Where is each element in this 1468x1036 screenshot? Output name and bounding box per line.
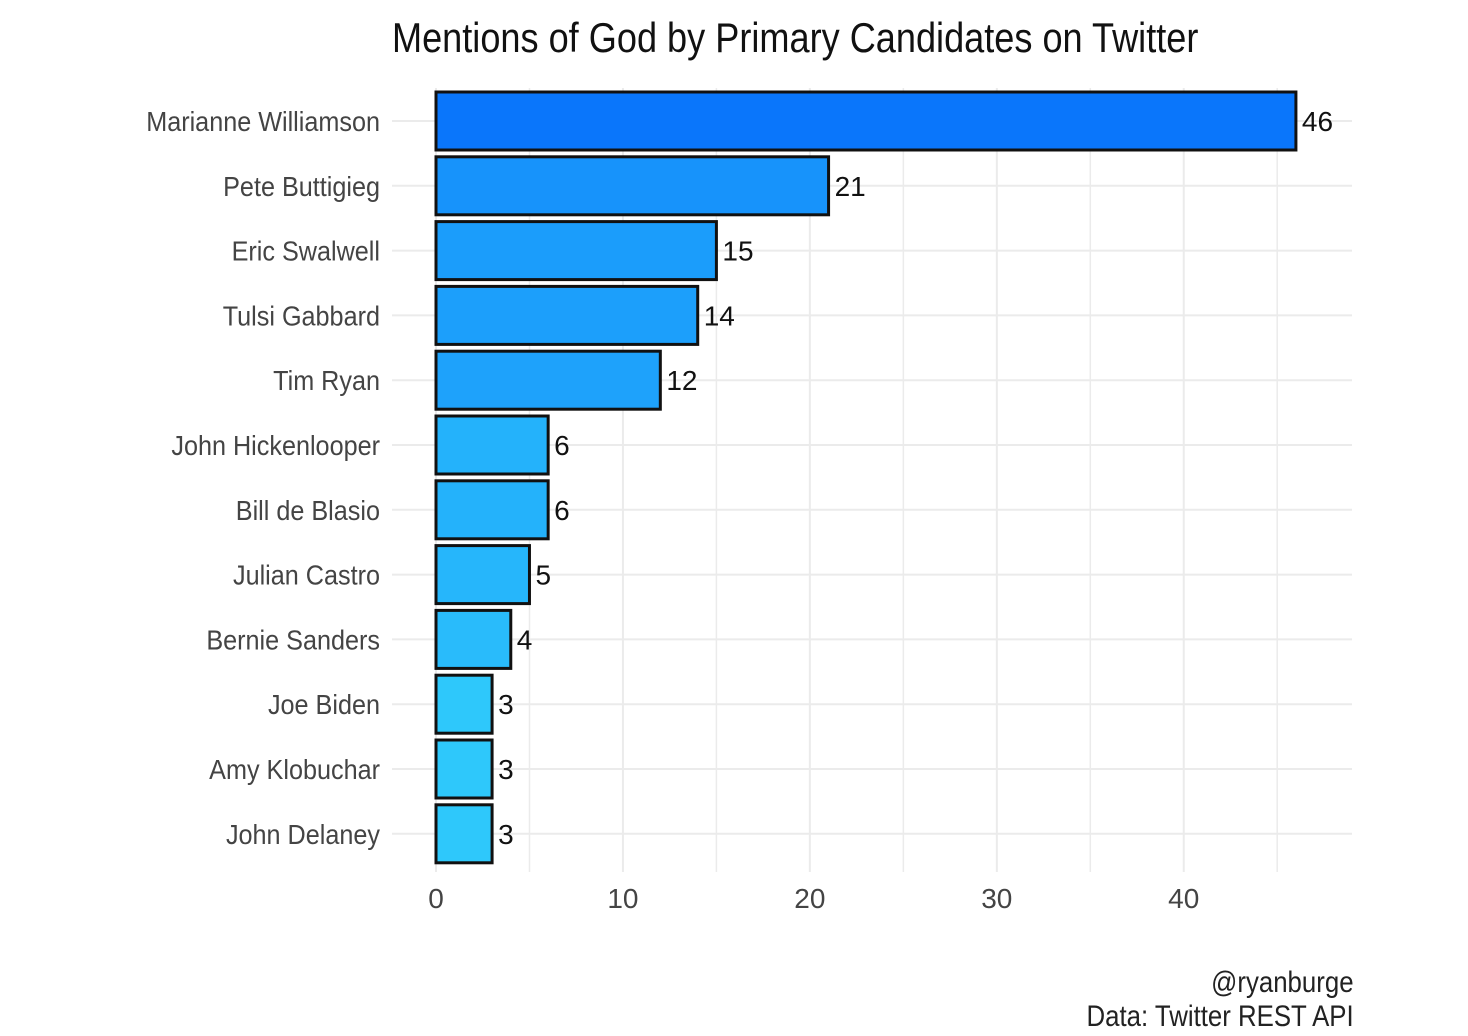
category-label: Eric Swalwell [232,235,380,267]
bar [434,738,494,800]
category-label: John Hickenlooper [171,430,380,462]
category-labels: Marianne Williamson Pete Buttigieg Eric Sw… [146,106,380,850]
x-tick-label: 40 [1168,883,1199,914]
data-label: 4 [517,624,533,655]
x-tick-label: 10 [607,883,638,914]
category-label: Bill de Blasio [236,495,380,527]
bar [434,803,494,865]
category-label: Amy Klobuchar [209,754,380,786]
data-label: 3 [498,689,514,720]
value-labels: 46 21 15 14 12 6 6 5 4 3 3 3 [498,106,1333,850]
category-label: Tulsi Gabbard [223,300,380,332]
data-label: 3 [498,819,514,850]
bar [434,414,550,476]
bar [434,349,662,411]
data-label: 6 [554,430,570,461]
category-label: Bernie Sanders [206,624,380,656]
category-label: Julian Castro [233,559,380,591]
bar [434,220,718,282]
bar [434,673,494,735]
data-label: 12 [666,365,697,396]
bars [434,90,1298,865]
caption-source: Data: Twitter REST API [1086,1000,1354,1033]
x-tick-label: 0 [428,883,444,914]
data-label: 6 [554,495,570,526]
x-tick-labels: 0 10 20 30 40 [428,883,1199,914]
data-label: 21 [835,171,866,202]
data-label: 15 [722,236,753,267]
x-tick-label: 30 [981,883,1012,914]
bar [434,155,831,217]
bar [434,90,1298,152]
bar [434,284,700,346]
caption-handle: @ryanburge [1211,966,1354,999]
category-label: Tim Ryan [273,365,380,397]
category-label: John Delaney [226,819,381,851]
data-label: 14 [704,300,735,331]
bar [434,544,531,606]
category-label: Pete Buttigieg [223,171,380,203]
bar [434,479,550,541]
data-label: 3 [498,754,514,785]
chart-title: Mentions of God by Primary Candidates on… [392,14,1199,61]
data-label: 5 [535,560,551,591]
x-tick-label: 20 [794,883,825,914]
category-label: Joe Biden [268,689,380,721]
data-label: 46 [1302,106,1333,137]
category-label: Marianne Williamson [146,106,380,138]
bar [434,608,513,670]
